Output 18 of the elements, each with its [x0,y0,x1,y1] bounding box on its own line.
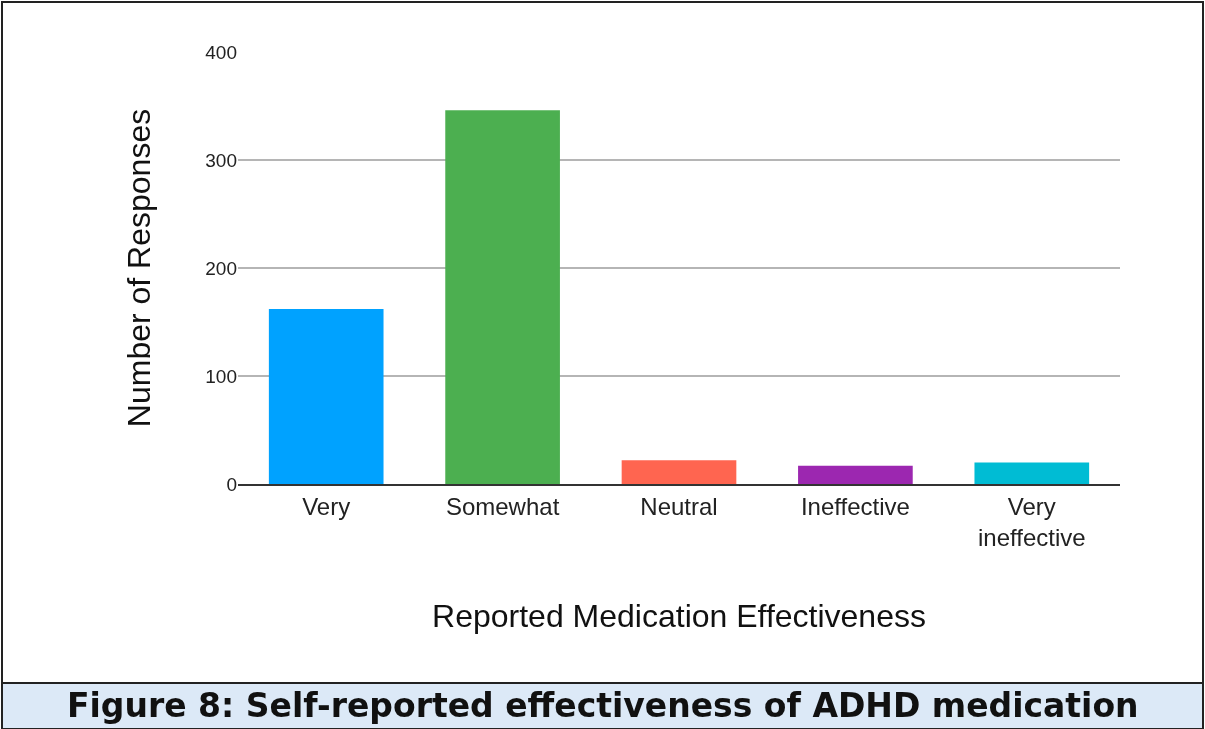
x-axis-title: Reported Medication Effectiveness [432,598,926,635]
bar [798,465,913,484]
bar [974,462,1090,484]
x-tick-label: Very [302,492,351,520]
x-tick-label: Ineffective [800,492,910,520]
y-tick-label: 100 [205,365,237,387]
y-tick-label: 0 [226,473,237,495]
bar [621,460,737,484]
x-tick-label: Very ineffective [977,492,1086,551]
y-axis-title: Number of Responses [120,108,157,428]
y-tick-label: 400 [205,41,237,63]
x-tick-label: Neutral [640,492,718,520]
bar [268,309,384,484]
y-tick-label: 200 [205,257,237,279]
x-tick-label: Somewhat [445,492,560,520]
bar [445,110,560,484]
y-tick-label: 300 [205,149,237,171]
text: Figure 8: Self-reported effectiveness of ADHD medication [67,686,1139,725]
